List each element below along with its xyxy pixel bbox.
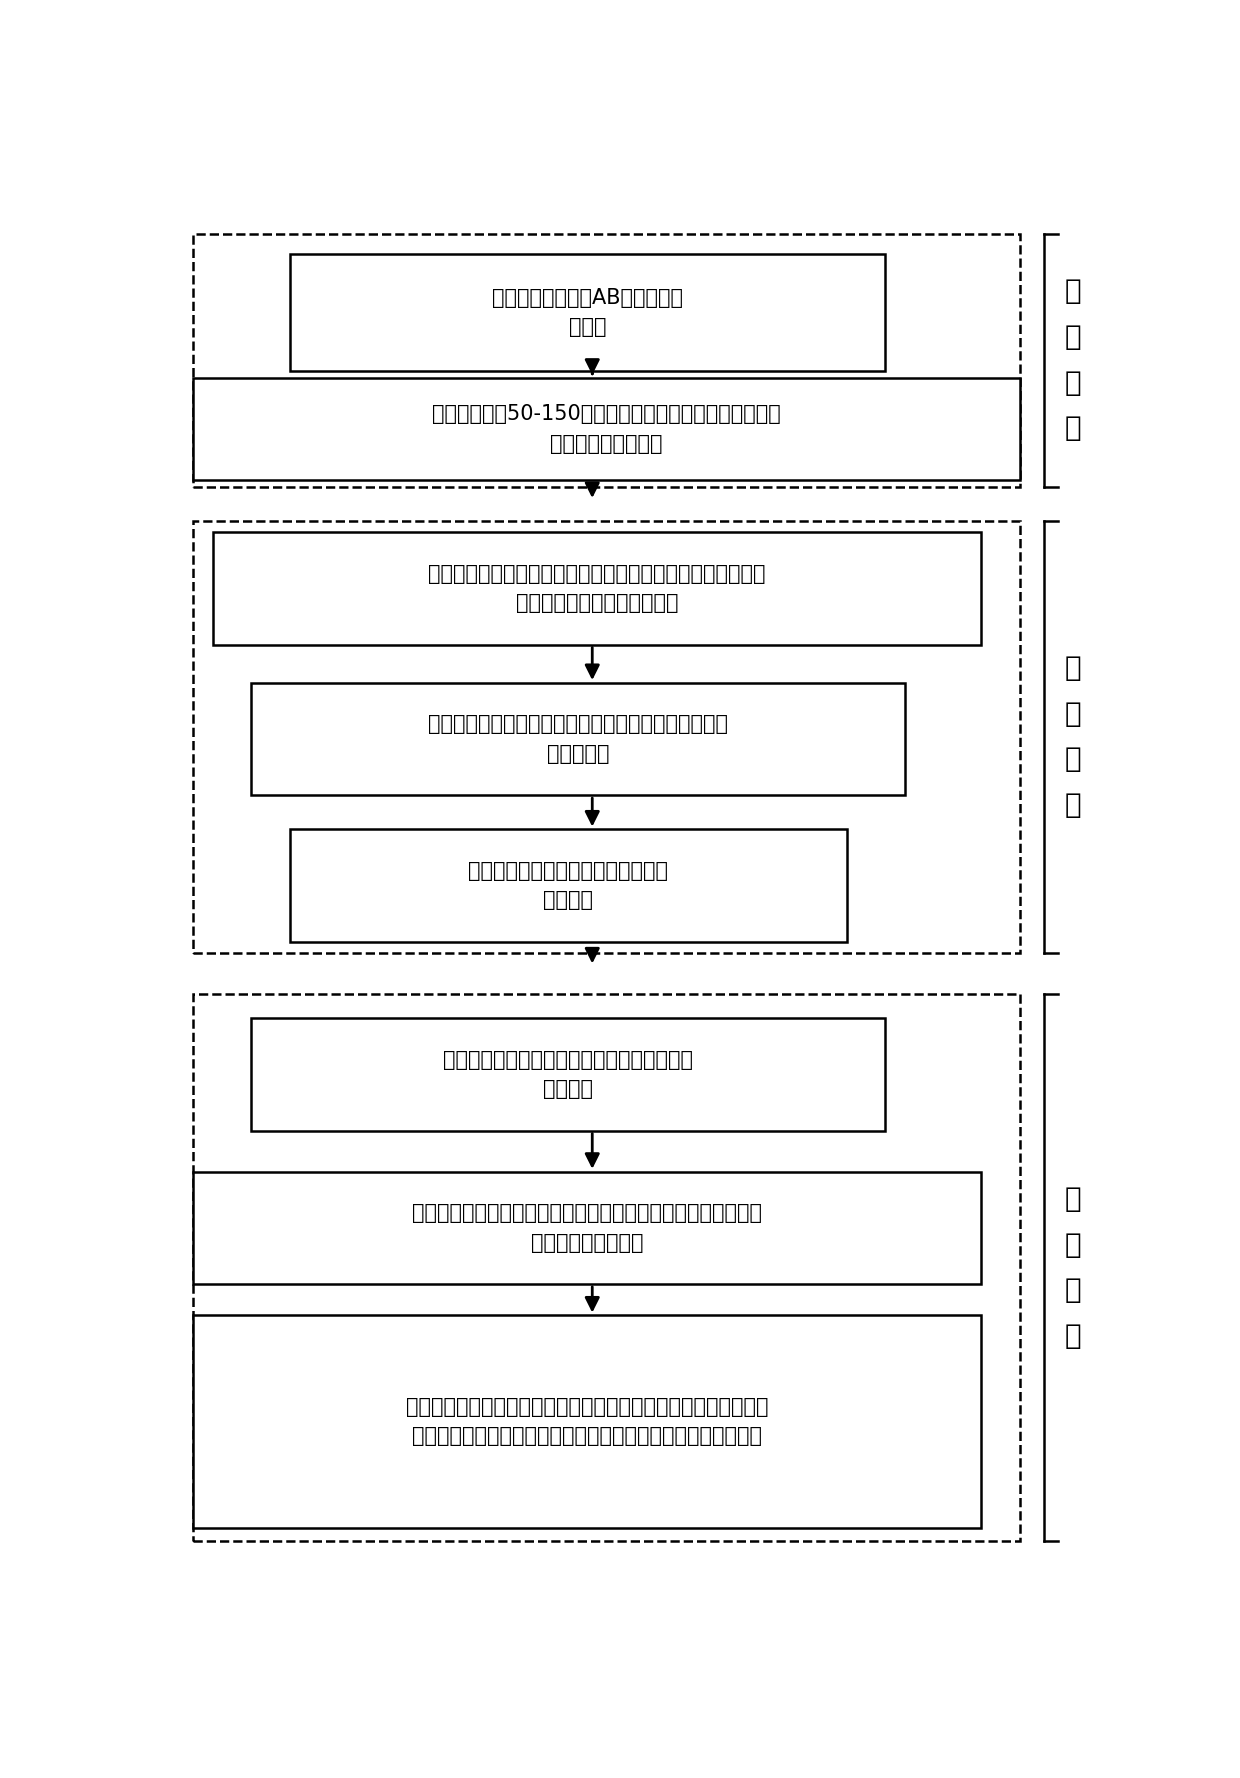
Text: 利用合成孔径方法对虚拟波场数据进行相关叠加，提取深部地质
异常信息并压制噪声: 利用合成孔径方法对虚拟波场数据进行相关叠加，提取深部地质 异常信息并压制噪声 [413,1204,763,1253]
Text: 利用电偶极子叠加方法推导长导线源半空间瞬变电磁响应构建
电阻率与电磁响应的函数关系: 利用电偶极子叠加方法推导长导线源半空间瞬变电磁响应构建 电阻率与电磁响应的函数关… [428,564,766,613]
Bar [193,1316,982,1527]
Text: 利用烟圈或者浮动薄板等近似算法计
算视深度: 利用烟圈或者浮动薄板等近似算法计 算视深度 [469,861,668,910]
Bar [213,532,982,645]
Bar [250,1019,885,1131]
Text: 精
细
探
测: 精 细 探 测 [1064,1186,1081,1350]
Text: 数
据
采
集: 数 据 采 集 [1064,277,1081,443]
Bar [290,829,847,942]
Text: 利用正则化方法实现瞬变电磁扩散场向虚拟波
场的转换: 利用正则化方法实现瞬变电磁扩散场向虚拟波 场的转换 [443,1049,693,1099]
Text: 在高度范围为50-150米的空中设置观测点，利用直升机或
无人机进行数据采集: 在高度范围为50-150米的空中设置观测点，利用直升机或 无人机进行数据采集 [433,404,781,453]
Text: 定
性
解
释: 定 性 解 释 [1064,654,1081,818]
Bar [193,994,1021,1542]
Bar [193,1172,982,1284]
Bar [250,683,905,795]
Text: 利用全域视电阻率实现虚拟波场速度建模，利用克希霍夫积分实现
虚拟波场的延拓成像，最终实现对深部地质信息的精细成像解释: 利用全域视电阻率实现虚拟波场速度建模，利用克希霍夫积分实现 虚拟波场的延拓成像，… [407,1398,769,1446]
Bar [290,254,885,372]
Bar [193,521,1021,953]
Text: 利用长导线电性源AB向地下发射
电磁场: 利用长导线电性源AB向地下发射 电磁场 [492,288,683,338]
Bar [193,377,1021,480]
Bar [193,235,1021,487]
Text: 利用反函数原理实现全域视电阻率定义，完成地空数据
的定性解释: 利用反函数原理实现全域视电阻率定义，完成地空数据 的定性解释 [428,715,728,765]
